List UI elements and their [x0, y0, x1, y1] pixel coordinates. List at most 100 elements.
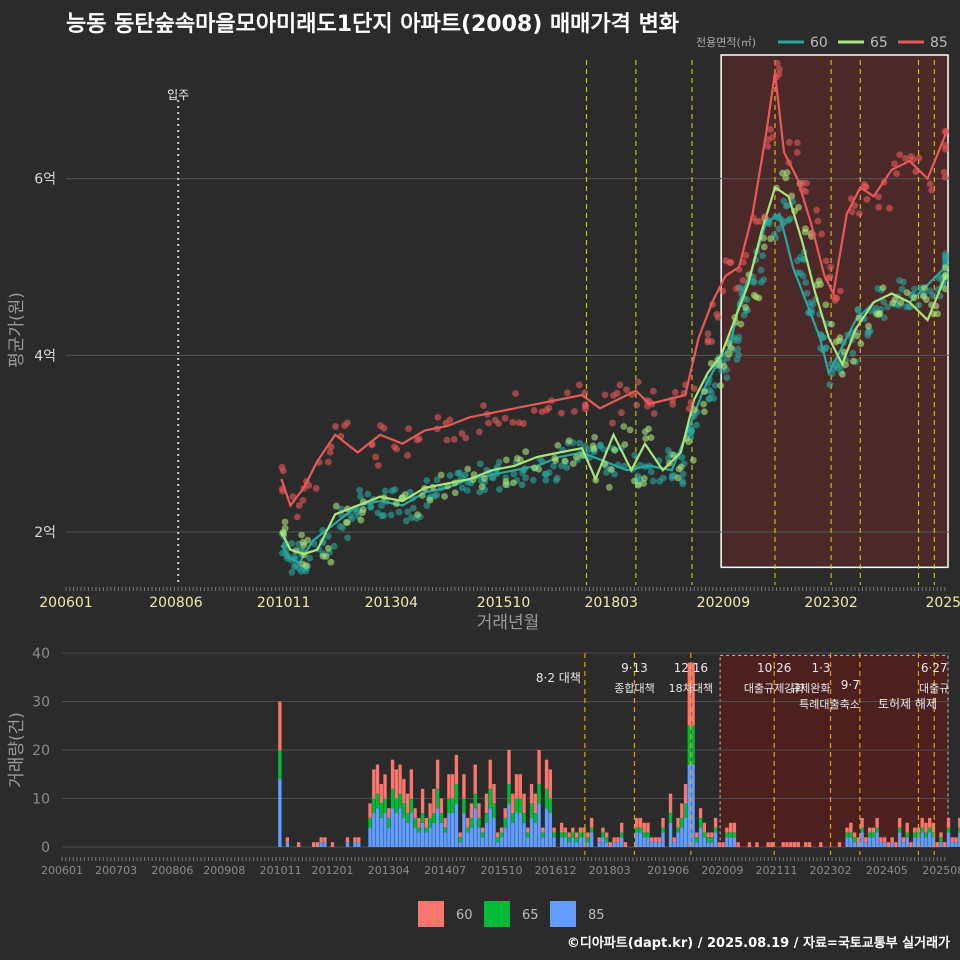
data-point-60 [806, 299, 814, 307]
volume-bar-65 [507, 783, 511, 804]
data-point-65 [725, 350, 733, 358]
volume-bar-65 [278, 750, 282, 780]
volume-bar-65 [379, 803, 383, 818]
x-tick-label: 202302 [804, 595, 857, 611]
volume-x-tick-label: 202111 [755, 864, 797, 877]
volume-bar-85 [939, 842, 943, 847]
volume-bar-60 [469, 803, 474, 818]
volume-x-tick-label: 201906 [647, 864, 689, 877]
data-point-65 [783, 169, 791, 177]
data-point-60 [884, 303, 891, 311]
volume-bar-65 [552, 832, 556, 838]
volume-bar-65 [447, 798, 451, 814]
data-point-65 [565, 437, 573, 445]
data-point-85 [727, 259, 735, 266]
volume-bar-85 [319, 842, 323, 847]
y-tick-label: 6억 [34, 172, 56, 188]
volume-bar-65 [702, 832, 707, 838]
volume-bar-85 [402, 817, 406, 847]
data-point-65 [630, 477, 638, 485]
volume-bar-65 [897, 827, 902, 833]
volume-bar-60 [638, 817, 643, 828]
volume-bar-65 [695, 837, 699, 843]
data-point-60 [495, 485, 503, 493]
data-point-85 [405, 425, 413, 433]
volume-bar-85 [567, 842, 571, 847]
volume-bar-65 [544, 788, 549, 809]
volume-bar-65 [725, 832, 729, 838]
volume-bar-65 [710, 837, 714, 843]
volume-bar-60 [582, 827, 586, 833]
volume-bar-85 [541, 837, 545, 847]
volume-bar-85 [409, 813, 414, 847]
data-point-65 [551, 454, 559, 462]
bottom-legend-swatch-65 [484, 901, 510, 927]
data-point-60 [895, 277, 903, 284]
data-point-60 [705, 395, 713, 403]
volume-bar-60 [717, 842, 722, 847]
data-point-65 [608, 466, 615, 473]
volume-bar-65 [713, 827, 718, 833]
volume-bar-85 [503, 827, 507, 847]
volume-bar-60 [544, 759, 549, 789]
data-point-85 [501, 414, 509, 422]
data-point-85 [446, 416, 454, 424]
volume-bar-60 [435, 759, 440, 789]
data-point-65 [782, 174, 790, 182]
volume-bar-85 [901, 842, 906, 847]
volume-bar-60 [278, 701, 282, 750]
x-tick-label: 200806 [149, 595, 203, 611]
data-point-60 [381, 487, 389, 495]
volume-x-tick-label: 200703 [95, 864, 137, 877]
volume-bar-60 [462, 774, 466, 799]
data-point-85 [575, 381, 583, 389]
data-point-85 [714, 313, 722, 321]
volume-bar-85 [447, 813, 451, 847]
data-point-65 [281, 518, 289, 526]
volume-bar-60 [879, 837, 883, 843]
data-point-60 [542, 476, 550, 484]
volume-bar-60 [728, 822, 733, 833]
volume-x-tick-label: 201612 [535, 864, 577, 877]
volume-bar-65 [867, 832, 872, 838]
volume-bar-65 [432, 813, 436, 823]
volume-bar-60 [439, 798, 444, 814]
volume-bar-65 [845, 832, 849, 838]
volume-x-tick-label: 201407 [424, 864, 466, 877]
volume-y-tick-label: 20 [32, 743, 50, 759]
highlight-region [720, 54, 949, 569]
volume-bar-65 [661, 827, 665, 833]
data-point-65 [481, 475, 488, 482]
volume-bar-65 [387, 817, 391, 828]
volume-bar-85 [691, 764, 695, 847]
data-point-60 [581, 442, 589, 450]
volume-bar-85 [589, 832, 594, 847]
data-point-65 [645, 425, 652, 433]
data-point-65 [325, 544, 332, 552]
volume-bar-60 [526, 827, 530, 833]
volume-bar-60 [867, 827, 872, 833]
data-point-85 [942, 141, 949, 149]
volume-y-tick-label: 40 [32, 646, 50, 662]
volume-x-tick-label: 201201 [311, 864, 353, 877]
data-point-60 [735, 351, 742, 359]
data-point-85 [324, 458, 332, 466]
volume-bar-85 [469, 827, 474, 847]
volume-bar-60 [792, 842, 797, 847]
data-point-60 [802, 279, 810, 286]
data-point-65 [640, 474, 648, 482]
data-point-65 [828, 320, 835, 328]
data-point-65 [357, 516, 365, 524]
volume-bar-65 [849, 832, 853, 838]
data-point-65 [836, 334, 844, 342]
policy-annotation-date: 10·26 [757, 661, 791, 675]
data-point-85 [848, 208, 856, 216]
series-line-85 [280, 72, 947, 508]
volume-bar-60 [409, 769, 414, 799]
data-point-85 [685, 405, 693, 412]
volume-bar-60 [676, 817, 680, 828]
data-point-65 [903, 289, 911, 297]
data-point-85 [374, 461, 382, 469]
data-point-65 [674, 474, 682, 482]
data-point-85 [332, 423, 339, 430]
